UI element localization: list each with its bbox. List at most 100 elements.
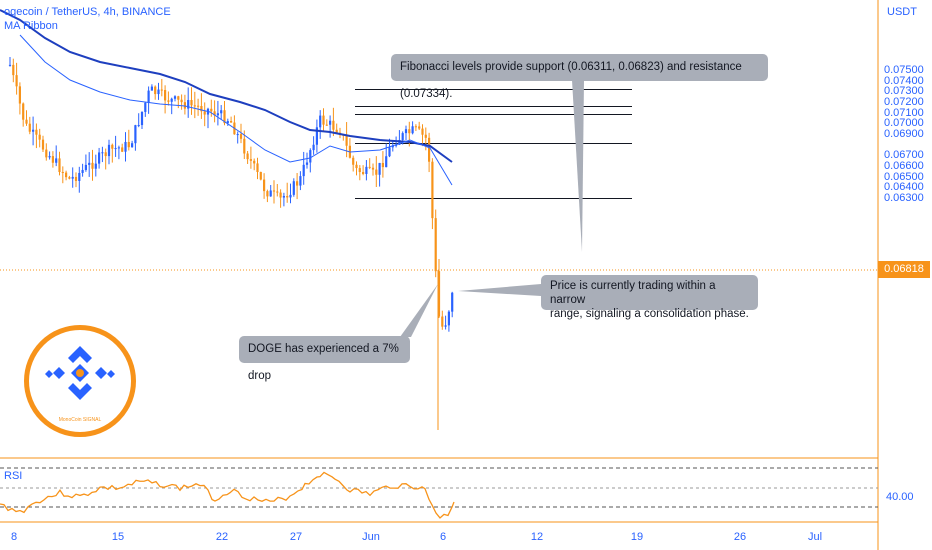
candle-body bbox=[117, 147, 120, 149]
date-tick-label: 26 bbox=[733, 531, 747, 543]
candle-body bbox=[286, 196, 289, 198]
candlesticks bbox=[8, 57, 454, 430]
candle-body bbox=[111, 144, 114, 149]
candle-body bbox=[388, 147, 391, 157]
candle-body bbox=[71, 176, 74, 179]
date-tick-label: 6 bbox=[439, 531, 447, 543]
date-tick-label: 19 bbox=[630, 531, 644, 543]
candle-body bbox=[180, 99, 183, 103]
candle-body bbox=[279, 192, 282, 198]
candle-body bbox=[220, 110, 223, 114]
candle-body bbox=[414, 126, 417, 128]
candle-body bbox=[230, 121, 233, 123]
candle-body bbox=[114, 148, 117, 150]
candle-body bbox=[32, 129, 35, 132]
candle-body bbox=[203, 111, 206, 115]
fib-note-callout[interactable]: Fibonacci levels provide support (0.0631… bbox=[391, 54, 768, 100]
fib-note-pointer bbox=[572, 80, 584, 252]
candle-body bbox=[15, 75, 18, 87]
candle-body bbox=[243, 138, 246, 154]
candle-body bbox=[187, 99, 190, 109]
fibonacci-levels[interactable] bbox=[355, 89, 632, 199]
candle-body bbox=[239, 134, 243, 139]
monocoin-logo: MonoCoin SIGNAL bbox=[24, 325, 136, 437]
candle-body bbox=[269, 190, 272, 197]
candle-body bbox=[375, 169, 378, 175]
date-tick-label: 22 bbox=[215, 531, 229, 543]
candle-body bbox=[210, 108, 213, 112]
date-tick-label: 12 bbox=[530, 531, 544, 543]
candle-body bbox=[25, 119, 28, 124]
candle-body bbox=[35, 129, 38, 135]
price-tick-label: 0.06700 bbox=[884, 149, 924, 162]
candle-body bbox=[104, 152, 107, 157]
candle-body bbox=[91, 162, 94, 169]
candle-body bbox=[385, 156, 388, 168]
drop-note-pointer bbox=[400, 284, 438, 337]
candle-body bbox=[437, 271, 441, 317]
candle-body bbox=[282, 196, 285, 198]
candle-body bbox=[249, 159, 252, 161]
candle-body bbox=[332, 120, 335, 130]
candle-body bbox=[160, 89, 163, 91]
candle-body bbox=[401, 133, 404, 140]
date-tick-label: Jun bbox=[362, 531, 380, 543]
candle-body bbox=[183, 102, 186, 109]
candle-body bbox=[51, 156, 54, 163]
candle-body bbox=[74, 176, 78, 181]
indicator-label[interactable]: MA Ribbon bbox=[4, 20, 58, 32]
candle-body bbox=[444, 325, 447, 327]
candle-body bbox=[408, 129, 411, 134]
price-tick-label: 0.06300 bbox=[884, 192, 924, 205]
candle-body bbox=[190, 99, 193, 106]
candle-body bbox=[84, 164, 87, 170]
candle-body bbox=[378, 162, 381, 175]
candle-body bbox=[213, 111, 216, 116]
price-tick-label: 0.06400 bbox=[884, 181, 924, 194]
current-price-badge: 0.06818 bbox=[878, 261, 930, 278]
candle-body bbox=[223, 110, 226, 124]
candle-body bbox=[12, 64, 15, 76]
candle-body bbox=[371, 167, 375, 170]
range-note-callout[interactable]: Price is currently trading within a narr… bbox=[541, 275, 758, 320]
rsi-label: RSI bbox=[4, 470, 23, 482]
range-note-pointer bbox=[458, 284, 541, 296]
candle-body bbox=[94, 163, 97, 169]
candle-body bbox=[8, 64, 12, 66]
candle-body bbox=[134, 125, 137, 144]
candle-body bbox=[266, 191, 269, 197]
candle-body bbox=[292, 181, 295, 195]
ma-ribbon-fast-line bbox=[19, 34, 453, 186]
candle-body bbox=[424, 134, 427, 138]
candle-body bbox=[312, 144, 315, 151]
candle-body bbox=[140, 111, 144, 126]
candle-body bbox=[395, 144, 398, 146]
candle-body bbox=[263, 179, 266, 192]
candle-body bbox=[41, 139, 45, 150]
candle-body bbox=[107, 144, 111, 157]
candle-body bbox=[28, 123, 31, 132]
candle-body bbox=[259, 172, 262, 180]
candle-body bbox=[418, 126, 421, 129]
candle-body bbox=[177, 96, 180, 100]
rsi-level-label: 40.00 bbox=[886, 491, 914, 503]
candle-body bbox=[18, 86, 21, 104]
candle-body bbox=[88, 162, 91, 165]
candle-body bbox=[48, 156, 51, 158]
candle-body bbox=[355, 164, 358, 169]
candle-body bbox=[447, 311, 450, 326]
symbol-title: ogecoin / TetherUS, 4h, BINANCE bbox=[4, 6, 171, 18]
candle-body bbox=[157, 89, 160, 95]
candle-body bbox=[421, 128, 424, 135]
candle-body bbox=[345, 135, 348, 146]
candle-body bbox=[358, 168, 361, 173]
candle-body bbox=[98, 152, 101, 164]
candle-body bbox=[329, 120, 332, 125]
price-tick-label: 0.07500 bbox=[884, 64, 924, 76]
candle-body bbox=[309, 150, 312, 163]
candle-body bbox=[325, 124, 328, 126]
candle-body bbox=[58, 158, 61, 173]
drop-note-callout[interactable]: DOGE has experienced a 7% drop bbox=[239, 336, 410, 382]
